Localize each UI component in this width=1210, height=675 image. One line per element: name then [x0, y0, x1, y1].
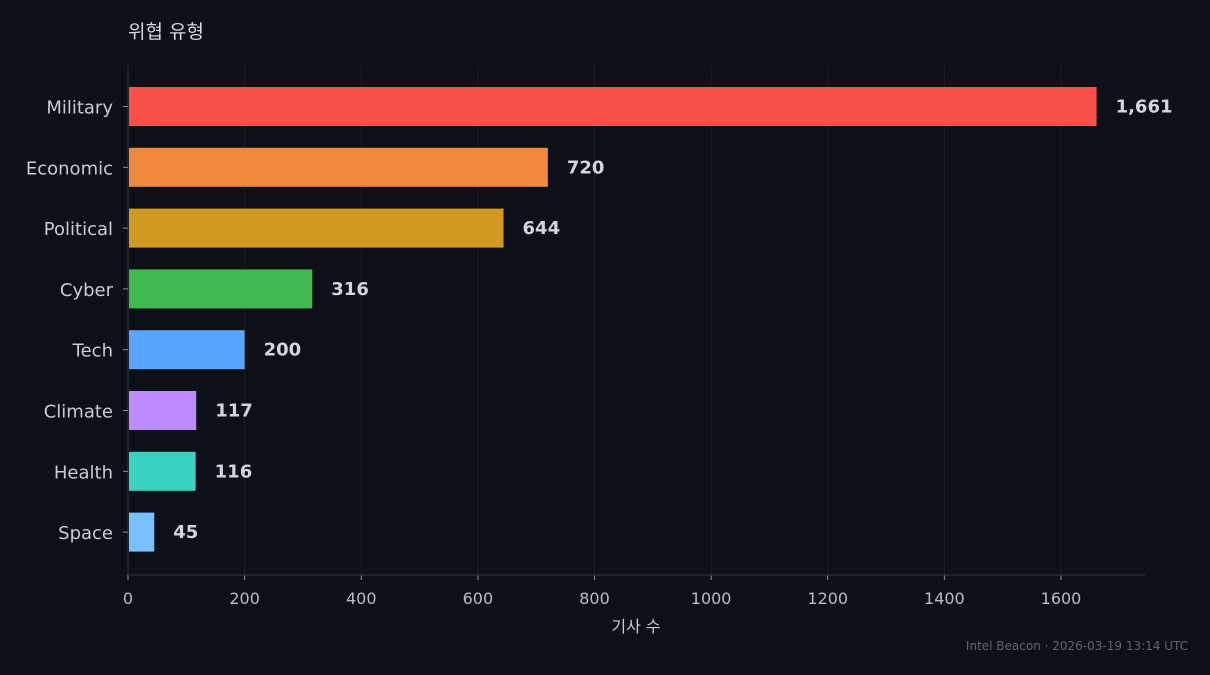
category-label-tech: Tech	[72, 341, 113, 362]
value-label-space: 45	[173, 522, 198, 543]
value-label-climate: 117	[215, 401, 253, 422]
axes: 0 200 400 600 800 1000 1200 1400 1600 Military Eco…	[26, 65, 1145, 608]
value-label-health: 116	[215, 461, 253, 482]
bar-health	[129, 451, 196, 491]
bars: 1,661 720 644 316 200 117 116 45	[129, 87, 1173, 552]
x-tick-label-5: 1000	[691, 589, 732, 608]
x-tick-label-4: 800	[579, 589, 610, 608]
value-label-cyber: 316	[331, 279, 369, 300]
value-label-political: 644	[523, 218, 561, 239]
bar-political	[129, 208, 504, 248]
bar-space	[129, 512, 155, 552]
value-label-economic: 720	[567, 157, 605, 178]
bar-economic	[129, 147, 548, 187]
category-label-climate: Climate	[44, 402, 113, 423]
category-label-economic: Economic	[26, 158, 113, 179]
x-tick-label-7: 1400	[924, 589, 965, 608]
footer-credit: Intel Beacon · 2026-03-19 13:14 UTC	[966, 639, 1188, 653]
x-axis-title: 기사 수	[611, 617, 660, 636]
category-label-health: Health	[54, 462, 113, 483]
x-tick-label-2: 400	[346, 589, 377, 608]
category-label-political: Political	[44, 219, 113, 240]
category-label-space: Space	[58, 523, 113, 544]
bar-cyber	[129, 269, 313, 309]
x-tick-label-0: 0	[123, 589, 133, 608]
category-label-military: Military	[46, 98, 113, 119]
x-tick-label-3: 600	[463, 589, 494, 608]
x-tick-label-1: 200	[229, 589, 260, 608]
bar-military	[129, 87, 1097, 126]
value-label-military: 1,661	[1116, 97, 1173, 118]
x-tick-label-8: 1600	[1041, 589, 1082, 608]
grid	[244, 65, 1062, 575]
value-label-tech: 200	[264, 340, 302, 361]
bar-tech	[129, 330, 245, 370]
chart-title: 위협 유형	[128, 21, 204, 43]
bar-climate	[129, 391, 197, 430]
category-label-cyber: Cyber	[60, 280, 114, 301]
x-tick-label-6: 1200	[807, 589, 848, 608]
